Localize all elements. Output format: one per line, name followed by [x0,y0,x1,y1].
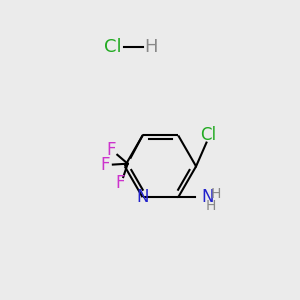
Text: Cl: Cl [200,126,216,144]
Text: N: N [136,188,149,206]
Text: H: H [145,38,158,56]
Text: F: F [101,156,110,174]
Text: N: N [202,188,214,206]
Text: F: F [116,174,125,192]
Text: H: H [205,199,215,213]
Text: Cl: Cl [104,38,122,56]
Text: H: H [211,187,221,201]
Text: F: F [106,141,116,159]
